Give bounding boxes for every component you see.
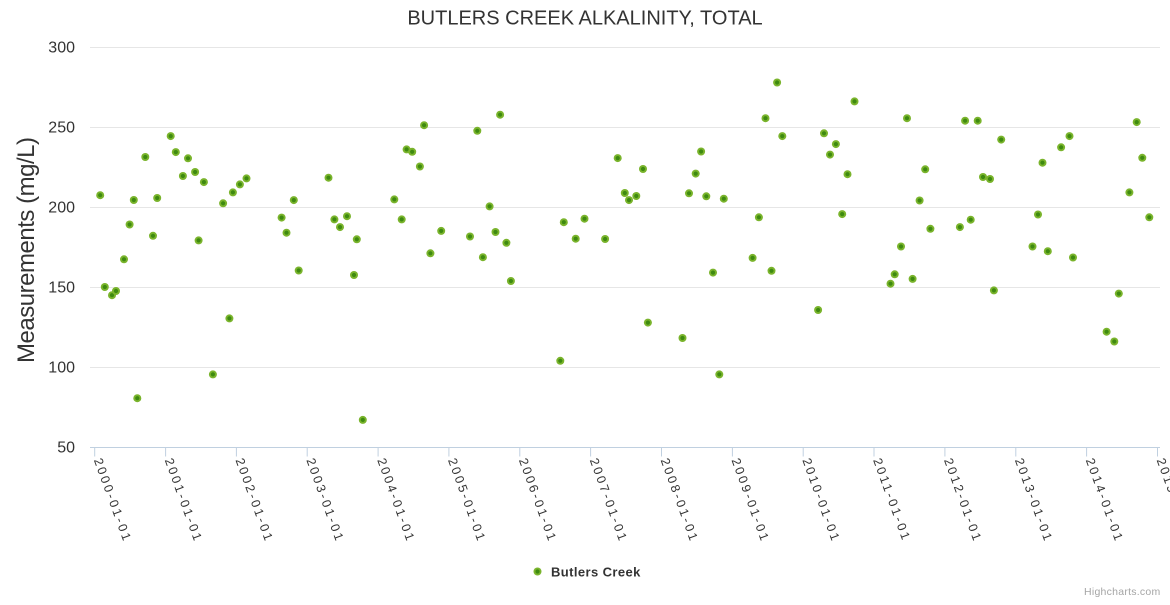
svg-text:Measurements (mg/L): Measurements (mg/L) [13, 137, 40, 363]
svg-text:BUTLERS CREEK ALKALINITY, TOTA: BUTLERS CREEK ALKALINITY, TOTAL [407, 8, 762, 30]
svg-text:Highcharts.com: Highcharts.com [1084, 586, 1160, 598]
svg-text:50: 50 [57, 440, 75, 457]
svg-text:100: 100 [48, 360, 75, 377]
svg-text:Butlers Creek: Butlers Creek [551, 565, 641, 580]
svg-text:200: 200 [48, 200, 75, 217]
svg-text:300: 300 [48, 40, 75, 57]
svg-text:150: 150 [48, 280, 75, 297]
svg-text:250: 250 [48, 120, 75, 137]
